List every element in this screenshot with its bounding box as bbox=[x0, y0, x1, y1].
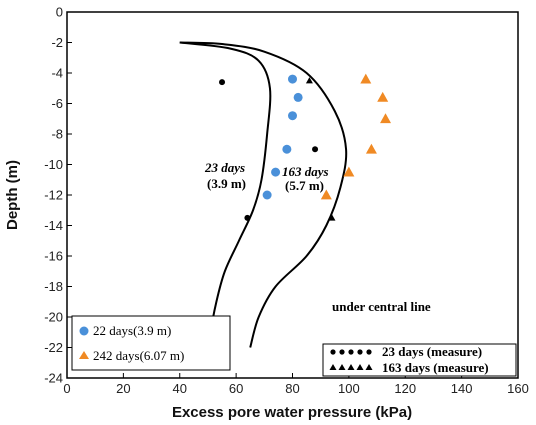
x-tick-label: 120 bbox=[394, 381, 416, 396]
legend-triangle-marker bbox=[365, 364, 373, 370]
point-triangle bbox=[305, 77, 313, 84]
y-tick-label: 0 bbox=[56, 5, 63, 20]
y-tick-label: -12 bbox=[44, 188, 63, 203]
legend-right-label-1: 23 days (measure) bbox=[382, 344, 482, 359]
curve-label-23-days: 23 days bbox=[204, 160, 245, 175]
x-tick-label: 160 bbox=[507, 381, 529, 396]
y-tick-label: -14 bbox=[44, 218, 63, 233]
curve-163-days bbox=[179, 41, 348, 348]
y-tick-labels: 0 -2 -4 -6 -8 -10 -12 -14 -16 -18 -20 -22 -24 bbox=[44, 5, 63, 386]
legend-right-triangle-markers bbox=[329, 364, 373, 370]
point-triangle bbox=[328, 214, 336, 221]
y-tick-label: -22 bbox=[44, 340, 63, 355]
point-circle bbox=[288, 111, 297, 121]
legend-dot-marker bbox=[366, 349, 372, 355]
x-tick-label: 20 bbox=[116, 381, 130, 396]
y-tick-label: -18 bbox=[44, 279, 63, 294]
y-tick-label: -10 bbox=[44, 157, 63, 172]
legend-triangle-marker bbox=[347, 364, 355, 370]
model-curves bbox=[179, 41, 348, 348]
legend-right-box bbox=[322, 343, 517, 377]
legend-right: 23 days (measure) 163 days (measure) bbox=[322, 343, 517, 377]
y-tick-label: -20 bbox=[44, 310, 63, 325]
legend-left-marker-blue-circle bbox=[79, 326, 89, 336]
curve-23-days bbox=[179, 41, 272, 348]
legend-dot-marker bbox=[348, 349, 354, 355]
point-circle bbox=[288, 74, 297, 84]
point-circle bbox=[271, 167, 281, 177]
x-tick-label: 60 bbox=[229, 381, 243, 396]
annotation-under-central-line: under central line bbox=[332, 299, 431, 314]
legend-dot-marker bbox=[357, 349, 363, 355]
point-circle bbox=[282, 144, 292, 154]
axis-ticks bbox=[66, 11, 519, 379]
point-triangle bbox=[377, 91, 389, 102]
x-tick-labels: 0 20 40 60 80 100 120 140 160 bbox=[63, 381, 528, 396]
y-axis-title: Depth (m) bbox=[4, 160, 21, 230]
point-circle bbox=[262, 190, 272, 200]
curve-label-163-days-depth: (5.7 m) bbox=[285, 178, 324, 193]
x-axis-title: Excess pore water pressure (kPa) bbox=[172, 404, 412, 421]
legend-dot-marker bbox=[339, 349, 345, 355]
y-tick-label: -24 bbox=[44, 371, 63, 386]
point-triangle bbox=[320, 189, 332, 200]
legend-left: 22 days(3.9 m) 242 days(6.07 m) bbox=[71, 315, 231, 371]
y-tick-label: -2 bbox=[51, 35, 63, 50]
y-tick-label: -8 bbox=[51, 127, 63, 142]
y-tick-label: -4 bbox=[51, 66, 63, 81]
legend-left-box bbox=[71, 315, 231, 371]
curve-label-163-days: 163 days bbox=[282, 164, 329, 179]
legend-right-label-2: 163 days (measure) bbox=[382, 360, 489, 375]
legend-left-marker-orange-triangle bbox=[79, 351, 89, 359]
point-triangle bbox=[343, 166, 355, 177]
data-points bbox=[219, 73, 392, 221]
legend-left-label-2: 242 days(6.07 m) bbox=[93, 348, 184, 363]
legend-dot-marker bbox=[330, 349, 336, 355]
x-tick-label: 100 bbox=[338, 381, 360, 396]
legend-left-label-1: 22 days(3.9 m) bbox=[93, 323, 171, 338]
point-triangle bbox=[360, 73, 372, 84]
point-circle bbox=[293, 92, 303, 102]
point-triangle bbox=[365, 143, 377, 154]
x-tick-label: 40 bbox=[173, 381, 187, 396]
y-tick-label: -6 bbox=[51, 96, 63, 111]
x-tick-label: 140 bbox=[451, 381, 473, 396]
legend-triangle-marker bbox=[356, 364, 364, 370]
legend-triangle-marker bbox=[329, 364, 337, 370]
point-circle bbox=[219, 79, 226, 86]
point-circle bbox=[312, 146, 319, 153]
y-tick-label: -16 bbox=[44, 249, 63, 264]
x-tick-label: 0 bbox=[63, 381, 70, 396]
legend-right-dot-markers bbox=[330, 349, 372, 355]
curve-label-23-days-depth: (3.9 m) bbox=[207, 176, 246, 191]
legend-triangle-marker bbox=[338, 364, 346, 370]
point-triangle bbox=[380, 113, 392, 124]
point-circle bbox=[244, 214, 251, 221]
x-tick-label: 80 bbox=[285, 381, 299, 396]
